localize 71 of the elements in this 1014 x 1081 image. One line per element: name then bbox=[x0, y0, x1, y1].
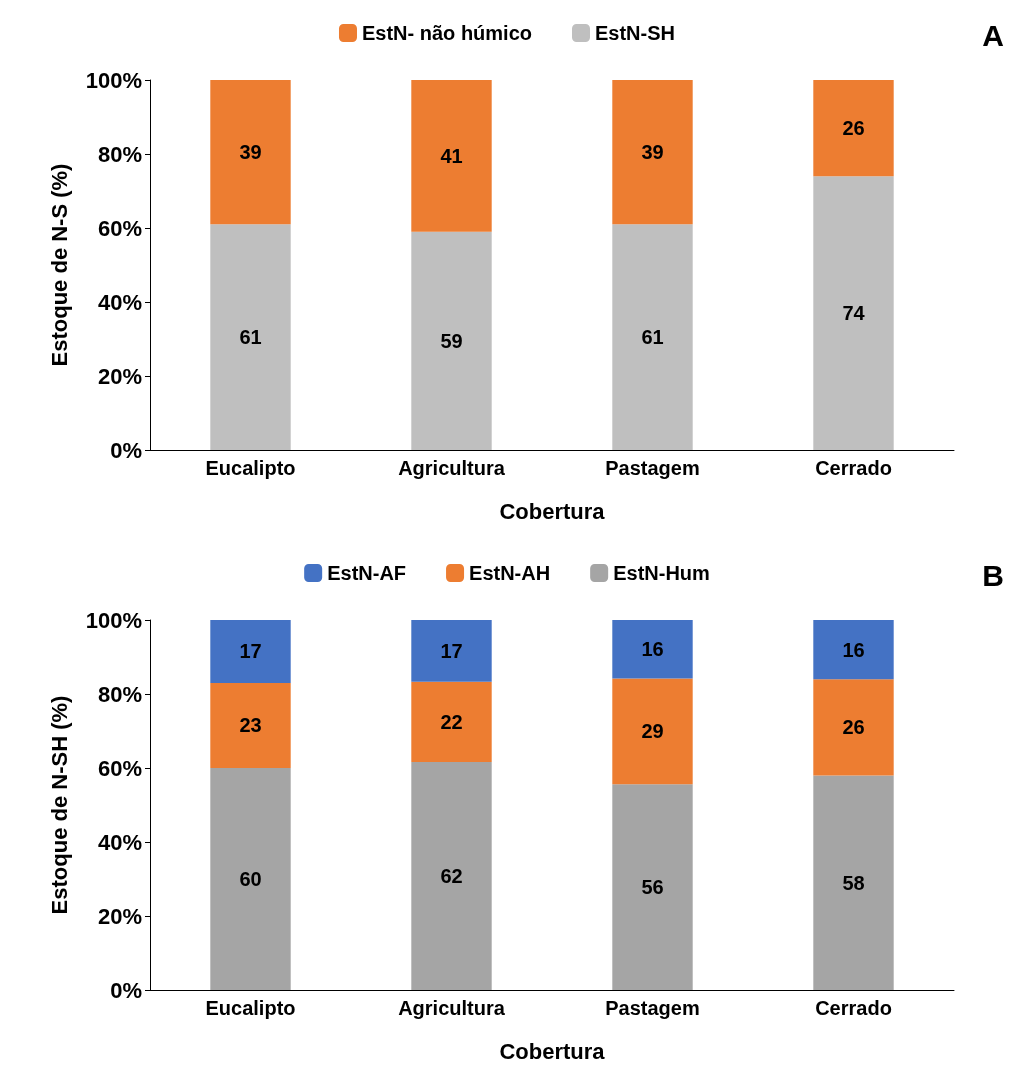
data-label: 23 bbox=[239, 714, 262, 737]
bar bbox=[813, 620, 894, 680]
bar bbox=[612, 784, 693, 990]
y-axis-title: Estoque de N-S (%) bbox=[46, 163, 72, 367]
y-tick-label: 0% bbox=[110, 437, 142, 463]
bar bbox=[411, 231, 492, 450]
bar bbox=[813, 775, 894, 990]
bar bbox=[210, 682, 291, 768]
y-tick-label: 40% bbox=[97, 289, 142, 315]
data-label: 39 bbox=[641, 141, 664, 164]
x-tick-label: Cerrado bbox=[815, 457, 892, 479]
data-label: 17 bbox=[239, 640, 262, 663]
x-axis-title: Cobertura bbox=[499, 1038, 606, 1064]
data-label: 60 bbox=[239, 868, 262, 890]
x-tick-label: Eucalipto bbox=[205, 997, 296, 1019]
x-tick-label: Agricultura bbox=[398, 997, 506, 1019]
data-label: 74 bbox=[842, 302, 866, 325]
bar bbox=[612, 80, 693, 225]
x-tick-label: Pastagem bbox=[605, 997, 700, 1019]
bar bbox=[210, 768, 291, 990]
x-tick-label: Eucalipto bbox=[205, 457, 296, 479]
data-label: 41 bbox=[440, 144, 463, 167]
y-tick-label: 0% bbox=[110, 977, 142, 1003]
legend-label: EstN-Hum bbox=[613, 562, 710, 584]
y-tick-label: 40% bbox=[97, 829, 142, 855]
data-label: 61 bbox=[641, 326, 664, 349]
y-tick-label: 20% bbox=[97, 363, 142, 389]
y-tick-label: 80% bbox=[97, 681, 142, 707]
x-tick-label: Pastagem bbox=[605, 457, 700, 479]
bar bbox=[813, 80, 894, 177]
data-label: 61 bbox=[239, 326, 262, 349]
bar bbox=[813, 176, 894, 450]
y-tick-label: 100% bbox=[85, 607, 142, 633]
bar bbox=[411, 80, 492, 232]
data-label: 58 bbox=[842, 871, 865, 894]
y-tick-label: 60% bbox=[97, 755, 142, 781]
bar bbox=[612, 620, 693, 679]
data-label: 16 bbox=[641, 638, 664, 661]
legend-label: EstN-AH bbox=[469, 562, 551, 584]
data-label: 56 bbox=[641, 876, 664, 899]
x-tick-label: Agricultura bbox=[398, 457, 506, 479]
legend-label: EstN-AF bbox=[327, 562, 407, 584]
text: A bbox=[982, 18, 1005, 52]
y-tick-label: 60% bbox=[97, 215, 142, 241]
legend-label: EstN-SH bbox=[595, 22, 676, 44]
y-tick-label: 20% bbox=[97, 903, 142, 929]
data-label: 26 bbox=[842, 716, 865, 739]
bar bbox=[210, 620, 291, 683]
data-label: 39 bbox=[239, 141, 262, 164]
x-axis-title: Cobertura bbox=[499, 498, 606, 524]
bar bbox=[411, 620, 492, 682]
y-tick-label: 80% bbox=[97, 141, 142, 167]
data-label: 16 bbox=[842, 638, 865, 661]
y-tick-label: 100% bbox=[85, 67, 142, 93]
y-axis-title: Estoque de N-SH (%) bbox=[46, 695, 72, 915]
data-label: 29 bbox=[641, 720, 664, 743]
bar bbox=[813, 679, 894, 776]
text: B bbox=[982, 558, 1005, 592]
x-tick-label: Cerrado bbox=[815, 997, 892, 1019]
bar bbox=[411, 762, 492, 990]
legend-label: EstN- não húmico bbox=[361, 22, 533, 44]
data-label: 59 bbox=[440, 329, 463, 352]
data-label: 17 bbox=[440, 639, 463, 662]
bar bbox=[210, 224, 291, 450]
bar bbox=[210, 80, 291, 225]
data-label: 26 bbox=[842, 117, 865, 140]
data-label: 22 bbox=[440, 710, 463, 733]
bar bbox=[411, 681, 492, 763]
data-label: 62 bbox=[440, 865, 463, 888]
bar bbox=[612, 224, 693, 450]
bar bbox=[612, 678, 693, 785]
